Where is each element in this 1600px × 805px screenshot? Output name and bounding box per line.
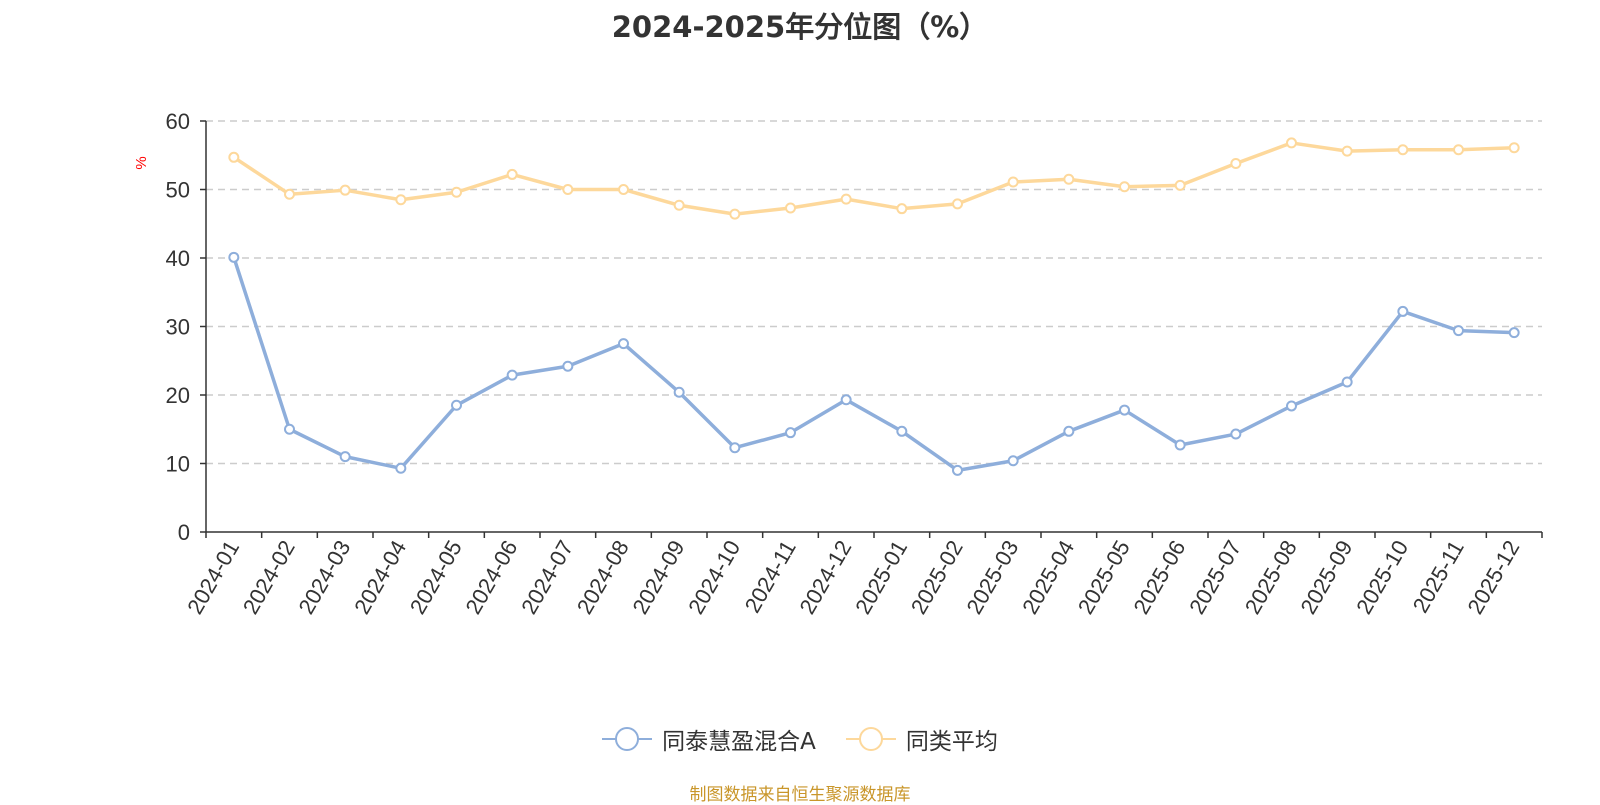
data-point[interactable] [451, 399, 462, 411]
data-point[interactable] [1453, 325, 1464, 337]
data-point[interactable] [952, 198, 963, 210]
data-point[interactable] [1397, 144, 1409, 156]
data-point[interactable] [562, 360, 574, 372]
legend-label-series-2: 同类平均 [905, 729, 998, 755]
data-point[interactable] [562, 184, 574, 195]
x-tick-label: 2024-04 [349, 536, 411, 618]
data-point[interactable] [673, 199, 685, 211]
y-tick-label: 30 [166, 315, 190, 340]
data-point[interactable] [395, 194, 407, 206]
series-line-2 [232, 141, 1515, 216]
data-point[interactable] [1341, 145, 1353, 157]
x-tick-label: 2024-12 [794, 536, 856, 618]
data-point[interactable] [1174, 439, 1186, 451]
data-point[interactable] [785, 427, 796, 439]
x-tick-label: 2025-07 [1184, 536, 1246, 618]
axes [200, 120, 1543, 538]
data-point[interactable] [618, 184, 629, 195]
x-tick-label: 2025-09 [1295, 536, 1357, 618]
x-tick-label: 2024-07 [516, 536, 578, 618]
series-line-1 [232, 256, 1515, 473]
x-tick-label: 2024-05 [405, 536, 467, 618]
data-point[interactable] [1119, 404, 1130, 416]
data-point[interactable] [1230, 157, 1242, 169]
legend-item-series-1[interactable]: 同泰慧盈混合A [602, 722, 816, 756]
data-point[interactable] [1063, 173, 1075, 185]
legend-item-series-2[interactable]: 同类平均 [845, 722, 998, 756]
data-point[interactable] [1397, 305, 1409, 317]
data-point[interactable] [1508, 327, 1520, 339]
x-tick-label: 2025-11 [1408, 536, 1469, 617]
data-point[interactable] [1286, 400, 1297, 412]
x-tick-label: 2024-10 [683, 536, 745, 618]
data-point[interactable] [228, 151, 240, 163]
data-point[interactable] [729, 442, 741, 454]
data-point[interactable] [1007, 176, 1019, 188]
data-point[interactable] [1174, 179, 1186, 191]
data-point[interactable] [506, 168, 518, 180]
x-tick-label: 2025-12 [1462, 536, 1524, 618]
source-note: 制图数据来自恒生聚源数据库 [689, 785, 911, 805]
data-point[interactable] [339, 184, 351, 196]
y-tick-label: 60 [166, 109, 190, 134]
x-tick-label: 2025-06 [1128, 536, 1190, 618]
data-point[interactable] [339, 451, 351, 463]
data-point[interactable] [729, 208, 741, 220]
x-tick-label: 2024-01 [182, 536, 244, 618]
x-tick-label: 2024-02 [238, 536, 300, 618]
legend-label-series-1: 同泰慧盈混合A [662, 729, 816, 755]
legend-symbol-series-1 [602, 724, 653, 754]
legend-symbol-series-2 [845, 724, 896, 754]
x-tick-label: 2024-11 [740, 536, 801, 617]
x-tick-label: 2024-08 [572, 536, 634, 618]
series [228, 137, 1520, 476]
data-point[interactable] [1063, 425, 1075, 437]
x-tick-label: 2025-03 [961, 536, 1023, 618]
data-point[interactable] [1230, 428, 1242, 440]
x-tick-labels: 2024-012024-022024-032024-042024-052024-… [182, 536, 1524, 618]
data-point[interactable] [840, 193, 852, 205]
data-point[interactable] [395, 462, 407, 474]
chart-title: 2024-2025年分位图（%） [611, 10, 989, 44]
data-point[interactable] [785, 202, 796, 214]
data-point[interactable] [284, 423, 295, 435]
x-tick-label: 2025-02 [906, 536, 968, 618]
x-tick-label: 2024-03 [293, 536, 355, 618]
y-axis-title: % [133, 156, 150, 169]
x-tick-label: 2025-10 [1351, 536, 1413, 618]
data-point[interactable] [1119, 181, 1130, 193]
data-point[interactable] [1508, 142, 1520, 154]
y-tick-labels: 0 10 20 30 40 50 60 [166, 109, 190, 545]
data-point[interactable] [451, 186, 462, 198]
y-tick-label: 50 [166, 178, 190, 203]
x-tick-label: 2025-05 [1073, 536, 1135, 618]
x-tick-label: 2024-09 [627, 536, 689, 618]
x-tick-label: 2025-08 [1240, 536, 1302, 618]
data-point[interactable] [1341, 376, 1353, 388]
y-tick-label: 10 [166, 452, 190, 477]
data-point[interactable] [673, 386, 685, 398]
y-tick-label: 40 [166, 246, 190, 271]
data-point[interactable] [1007, 455, 1019, 467]
data-point[interactable] [1286, 137, 1297, 149]
y-tick-label: 0 [178, 520, 190, 545]
data-point[interactable] [896, 203, 908, 215]
x-tick-label: 2025-04 [1017, 536, 1079, 618]
x-tick-label: 2024-06 [460, 536, 522, 618]
data-point[interactable] [896, 425, 908, 437]
data-point[interactable] [1453, 144, 1464, 156]
legend: 同泰慧盈混合A 同类平均 [0, 722, 1600, 756]
x-tick-label: 2025-01 [850, 536, 912, 618]
data-point[interactable] [506, 369, 518, 381]
data-point[interactable] [228, 251, 240, 263]
gridlines [206, 120, 1542, 465]
y-tick-label: 20 [166, 383, 190, 408]
data-point[interactable] [618, 338, 629, 350]
data-point[interactable] [284, 188, 295, 200]
data-point[interactable] [952, 464, 963, 476]
data-point[interactable] [840, 394, 852, 406]
